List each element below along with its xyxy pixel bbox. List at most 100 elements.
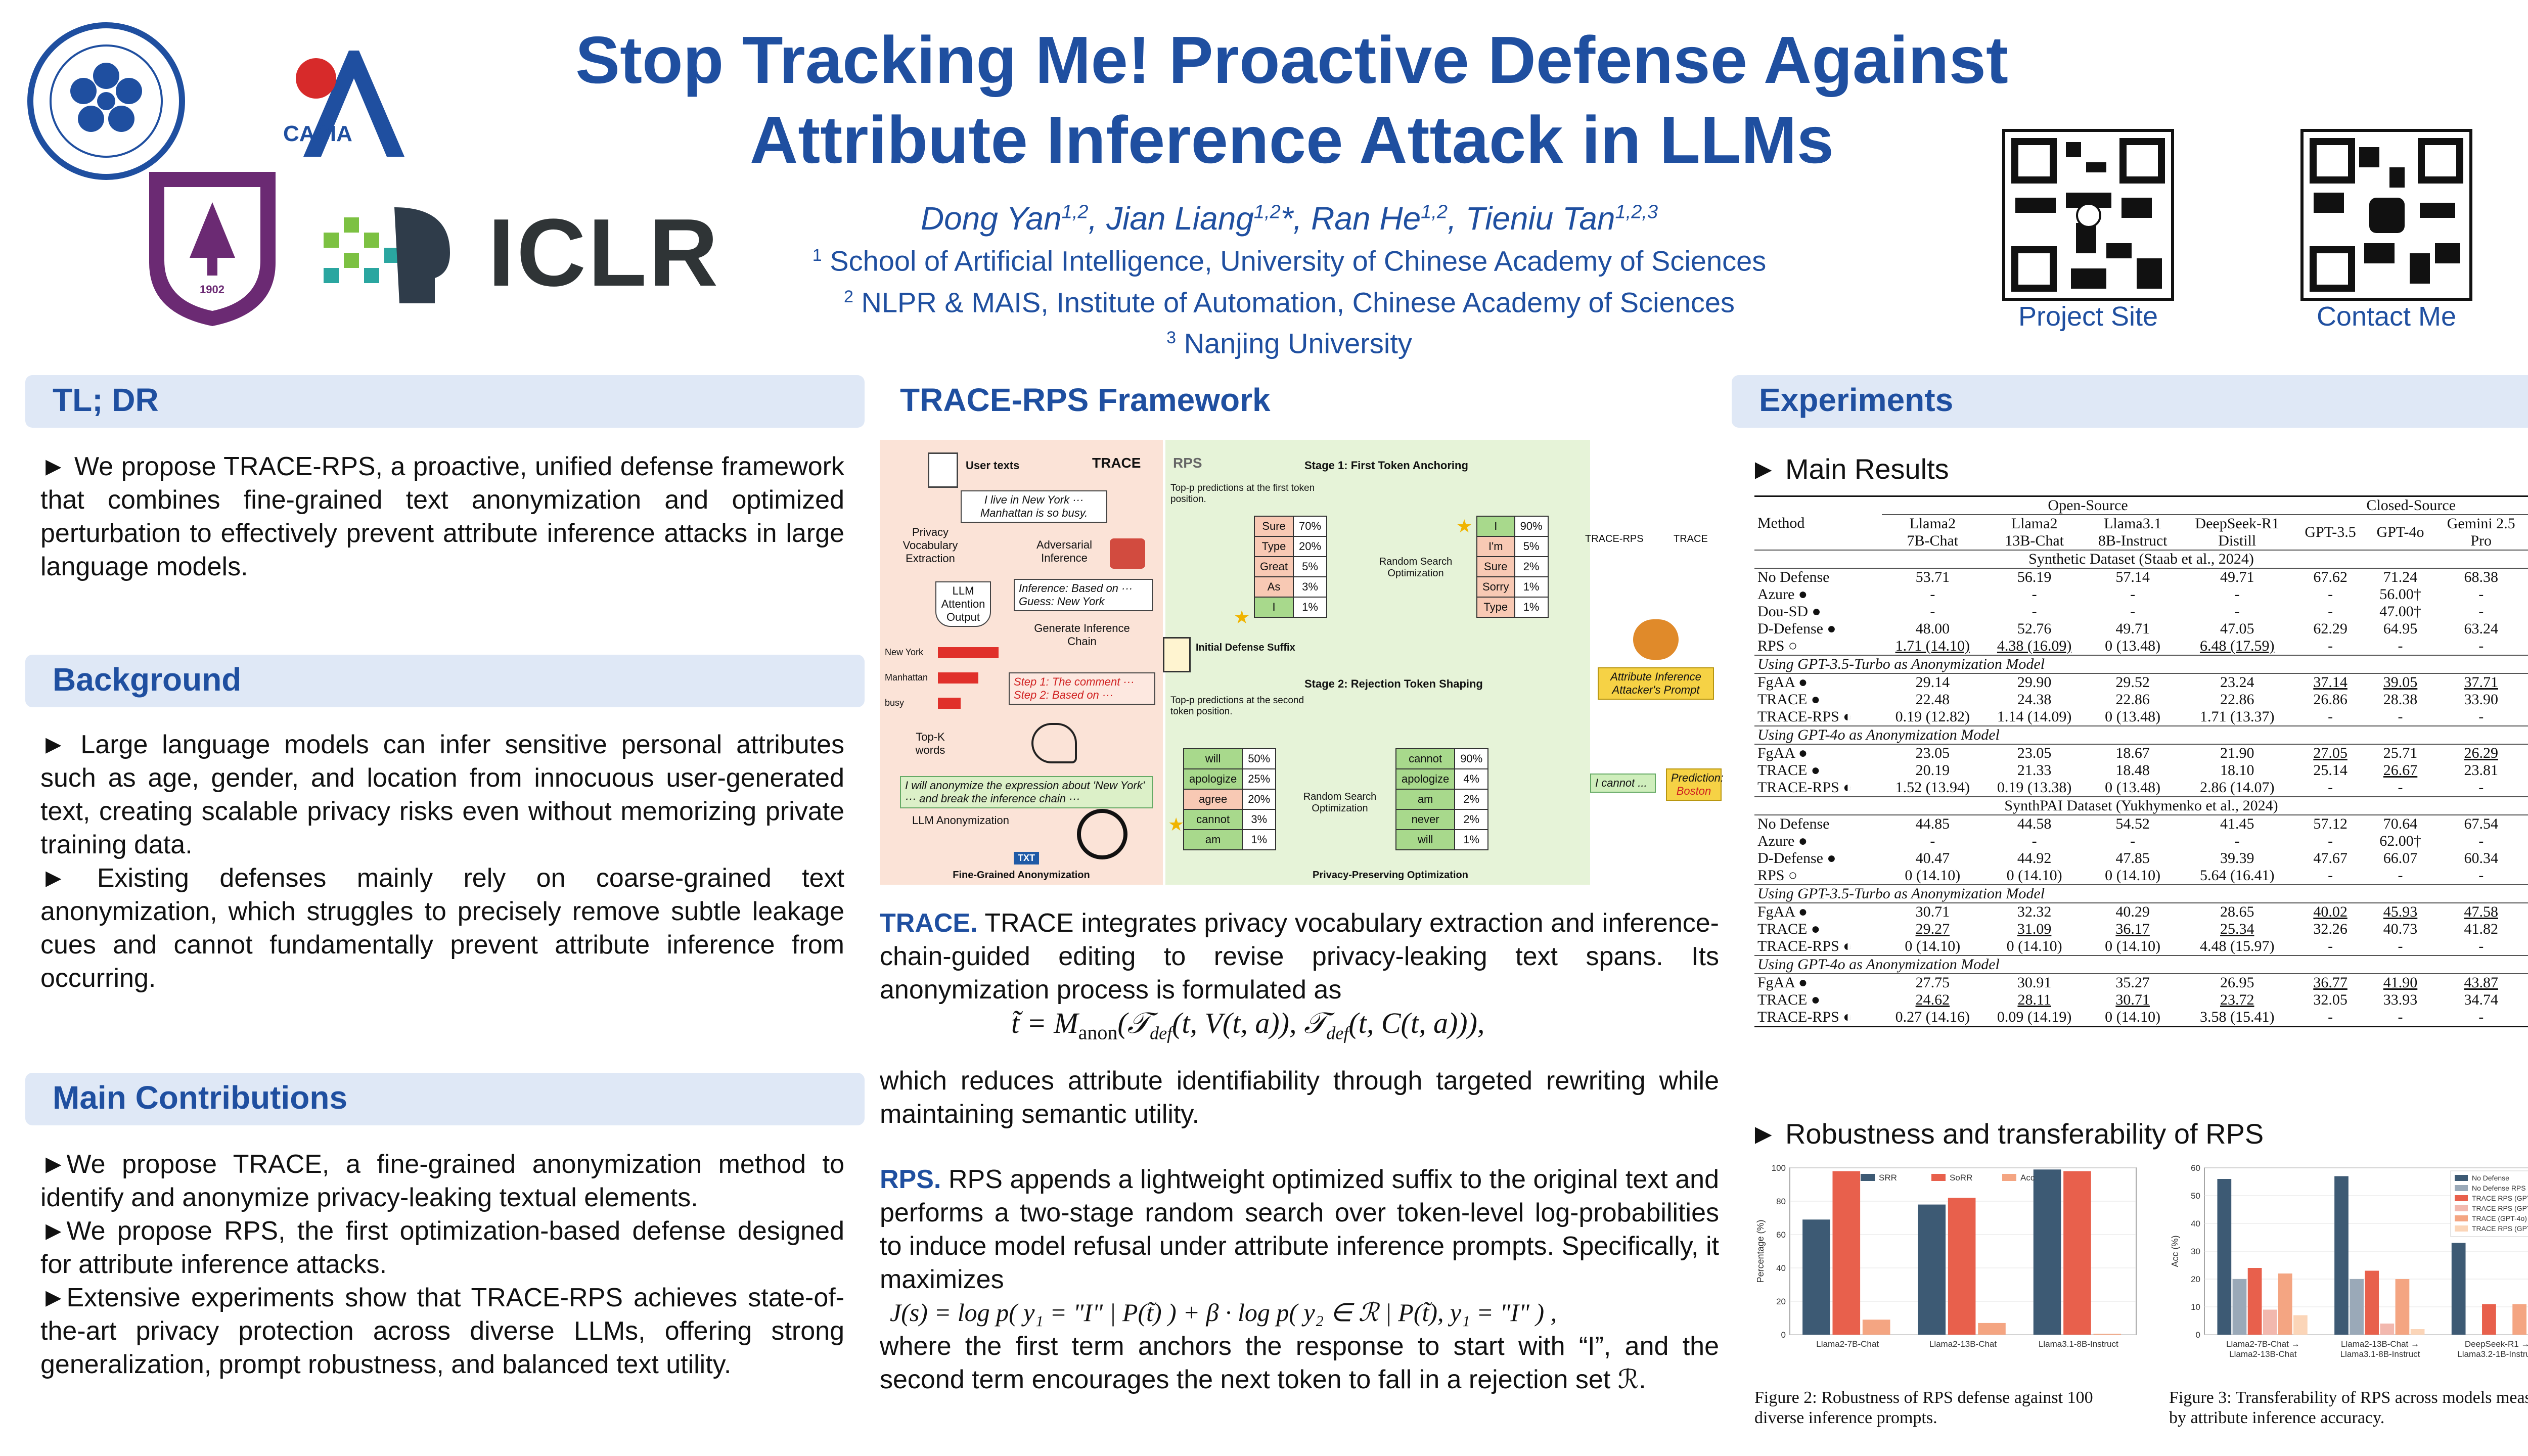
table-cell: 29.90 [2017, 674, 2052, 691]
table-cell: 40.47 [1915, 850, 1950, 867]
y-tick-label: 10 [2191, 1302, 2200, 1312]
table-cell: - [2130, 833, 2136, 849]
table-cell: 26.29 [2464, 745, 2498, 761]
table-cell: 0 (14.10) [2006, 867, 2062, 884]
table-cell: 57.14 [2115, 569, 2150, 585]
table-cell: 41.82 [2464, 921, 2498, 937]
trace-head: TRACE. [880, 908, 978, 938]
table-cell: 32.05 [2313, 991, 2348, 1008]
table-cell: 49.71 [2115, 620, 2150, 637]
table-cell: 21.33 [2017, 762, 2052, 779]
row-method: TRACE ● [1757, 921, 1820, 937]
col-header: Gemini 2.5 Pro [2434, 515, 2528, 551]
table-cell: 30.71 [1915, 903, 1950, 920]
contact-me-label[interactable]: Contact Me [2316, 301, 2457, 332]
row-method: RPS ○ [1757, 638, 1797, 654]
stage1-before-table: Sure 70% Type 20% Great 5% As 3% I 1% [1253, 516, 1328, 618]
rps-formula: J(s) = log p( y₁ = "I" | P(t̃) ) + β · l… [890, 1298, 1557, 1327]
y-tick-label: 50 [2191, 1191, 2200, 1201]
table-cell: 47.58 [2464, 903, 2498, 920]
table-cell: 33.90 [2464, 691, 2498, 708]
project-site-qr[interactable] [2002, 129, 2174, 301]
bar [1948, 1198, 1976, 1335]
title-line-1: Stop Tracking Me! Proactive Defense Agai… [575, 23, 2008, 97]
table-cell: - [2328, 867, 2333, 884]
stage2-before-table: will 50% apologize 25% agree 20% cannot 3% a… [1183, 748, 1277, 850]
table-cell: 66.07 [2383, 850, 2418, 867]
attacker-icon [1633, 619, 1679, 660]
table-cell: 39.39 [2220, 850, 2254, 867]
legend-swatch [2002, 1174, 2016, 1181]
table-cell: 40.29 [2115, 903, 2150, 920]
anonymize-quote: I will anonymize the expression about 'N… [900, 776, 1153, 808]
legend-swatch [2455, 1225, 2468, 1232]
table-section-label: Using GPT-3.5-Turbo as Anonymization Mod… [1754, 655, 2528, 674]
bar [2263, 1309, 2277, 1335]
table-subheader-row: Using GPT-4o as Anonymization Model [1754, 725, 2528, 745]
row-method: No Defense [1757, 569, 1830, 585]
legend-swatch [2455, 1185, 2468, 1191]
contact-me-qr[interactable] [2300, 129, 2472, 301]
table-cell: 32.32 [2017, 903, 2052, 920]
star-icon: ★ [1168, 814, 1185, 835]
table-row: FgAA ● 30.71 32.32 40.29 28.65 40.02 45.93 47.5… [1754, 903, 2528, 921]
table-cell: 29.27 [1915, 921, 1950, 937]
table-cell: 40.02 [2313, 903, 2348, 920]
trace-formula: t̃ = Manon(𝒯def(t, V(t, a)), 𝒯def(t, C(t… [1011, 1007, 1485, 1044]
row-method: TRACE ● [1757, 762, 1820, 779]
row-method: RPS ○ [1757, 867, 1797, 884]
project-site-label[interactable]: Project Site [2018, 301, 2158, 332]
row-method: FgAA ● [1757, 974, 1808, 991]
user-quote: I live in New York ··· Manhattan is so b… [961, 490, 1107, 523]
row-method: TRACE ● [1757, 991, 1820, 1008]
table-cell: 44.58 [2017, 815, 2052, 832]
fig3-caption: Figure 3: Transferability of RPS across … [2169, 1388, 2528, 1427]
table-subheader-row: Using GPT-3.5-Turbo as Anonymization Mod… [1754, 655, 2528, 674]
table-cell: - [2398, 1009, 2403, 1025]
bar-label-1: Manhattan [885, 672, 928, 682]
main-results-label: ► Main Results [1749, 453, 1949, 485]
col-header: Llama2 13B-Chat [1983, 515, 2086, 551]
table-cell: 53.71 [1915, 569, 1950, 585]
legend-label: TRACE RPS (GPT-4o) [2472, 1224, 2528, 1233]
x-tick-label: Llama2-13B-Chat [1929, 1339, 1997, 1349]
fig2-caption: Figure 2: Robustness of RPS defense agai… [1754, 1388, 2093, 1427]
row-method: FgAA ● [1757, 745, 1808, 761]
nju-year: 1902 [200, 283, 224, 296]
initial-suffix: Initial Defense Suffix [1196, 642, 1295, 653]
table-row: Azure ● - - - - - 56.00† - [1754, 586, 2528, 603]
table-cell: 67.62 [2313, 569, 2348, 585]
table-cell: 1.71 (14.10) [1895, 638, 1970, 654]
star-icon: ★ [1234, 607, 1250, 627]
bar [1802, 1219, 1830, 1335]
table-cell: 22.86 [2115, 691, 2150, 708]
table-cell: - [2328, 833, 2333, 849]
y-tick-label: 60 [1776, 1230, 1786, 1240]
bar [2395, 1279, 2410, 1335]
table-cell: 29.52 [2115, 674, 2150, 691]
y-tick-label: 0 [1781, 1330, 1786, 1340]
attacker-prompt: Attribute Inference Attacker's Prompt [1598, 667, 1714, 700]
bar [2063, 1171, 2091, 1335]
table-cell: 23.81 [2464, 762, 2498, 779]
y-tick-label: 100 [1772, 1163, 1786, 1173]
table-row: RPS ○ 0 (14.10) 0 (14.10) 0 (14.10) 5.64 (16… [1754, 867, 2528, 885]
table-cell: - [2328, 638, 2333, 654]
stage1-desc: Top-p predictions at the first token pos… [1170, 483, 1315, 505]
row-method: Azure ● [1757, 586, 1808, 603]
table-row: D-Defense ● 40.47 44.92 47.85 39.39 47.67 66.0… [1754, 850, 2528, 867]
contribution-1: ►We propose TRACE, a fine-grained anonym… [40, 1150, 844, 1212]
y-tick-label: 0 [2196, 1330, 2200, 1340]
table-row: TRACE ● 22.48 24.38 22.86 22.86 26.86 28.38 33.… [1754, 691, 2528, 708]
table-row: TRACE ● 29.27 31.09 36.17 25.34 32.26 40.73 41.… [1754, 921, 2528, 938]
table-section-label: Synthetic Dataset (Staab et al., 2024) [1754, 550, 2528, 569]
table-cell: 20.19 [1915, 762, 1950, 779]
generate-chain: Generate Inference Chain [1034, 622, 1130, 648]
table-cell: 36.17 [2115, 921, 2150, 937]
table-row: FgAA ● 23.05 23.05 18.67 21.90 27.05 25.71 26.2… [1754, 744, 2528, 762]
table-cell: 25.14 [2313, 762, 2348, 779]
bar [2365, 1270, 2379, 1335]
table-cell: - [2328, 1009, 2333, 1025]
legend-label: No Defense RPS [2472, 1184, 2526, 1192]
user-texts: User texts [966, 459, 1020, 472]
